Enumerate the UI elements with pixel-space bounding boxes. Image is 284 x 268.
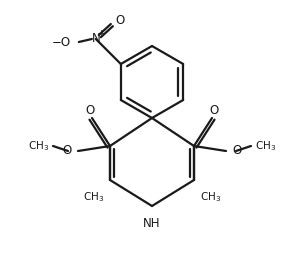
Text: +: + (97, 29, 104, 39)
Text: O: O (63, 144, 72, 158)
Text: N: N (91, 32, 100, 46)
Text: O: O (85, 103, 95, 117)
Text: CH$_3$: CH$_3$ (200, 190, 221, 204)
Text: NH: NH (143, 217, 161, 230)
Text: −O: −O (52, 35, 71, 49)
Text: O: O (116, 14, 125, 28)
Text: CH$_3$: CH$_3$ (255, 139, 276, 153)
Text: CH$_3$: CH$_3$ (83, 190, 104, 204)
Text: O: O (209, 103, 219, 117)
Text: O: O (232, 144, 241, 158)
Text: CH$_3$: CH$_3$ (28, 139, 49, 153)
